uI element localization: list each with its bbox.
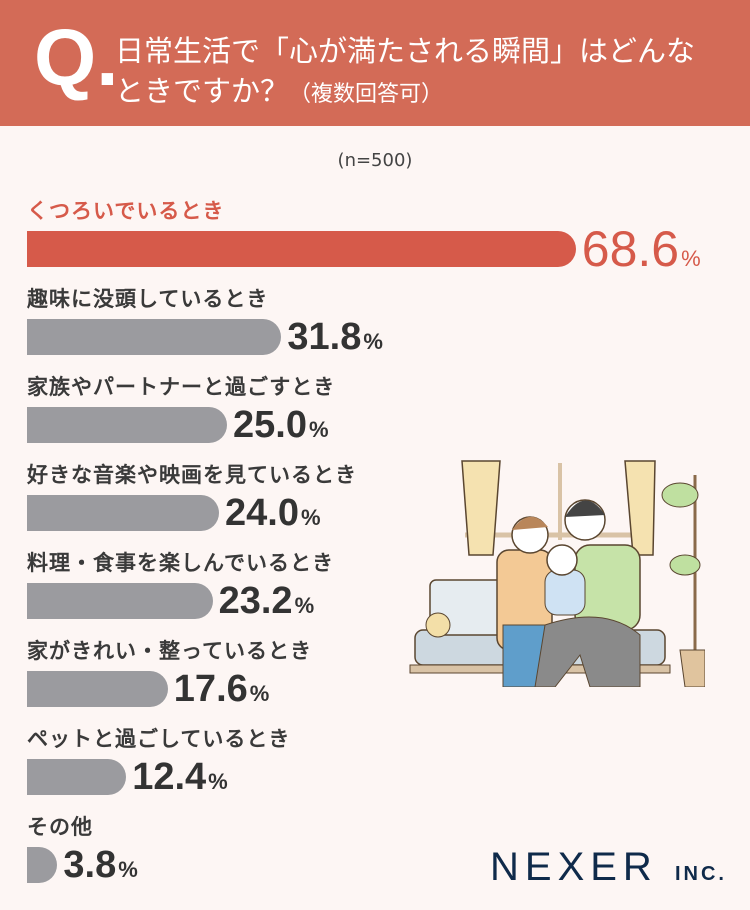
category-label: 料理・食事を楽しんでいるとき bbox=[27, 551, 334, 575]
bar bbox=[27, 495, 219, 531]
percent-sign: % bbox=[308, 416, 329, 442]
question-text: ときですか？ bbox=[115, 74, 290, 108]
question-line-1: 日常生活で「心が満たされる瞬間」はどんな bbox=[115, 34, 696, 68]
value-label: 12.4% bbox=[132, 756, 228, 799]
value-number: 68.6 bbox=[581, 221, 680, 277]
bar bbox=[27, 671, 168, 707]
value-label: 23.2% bbox=[219, 580, 315, 623]
category-label: 好きな音楽や映画を見ているとき bbox=[27, 463, 357, 487]
bar-row: くつろいでいるとき 68.6% bbox=[27, 195, 701, 277]
question-note: （複数回答可） bbox=[289, 82, 444, 107]
bar-row: 好きな音楽や映画を見ているとき 24.0% bbox=[27, 459, 357, 535]
logo-name: NEXER bbox=[490, 845, 658, 889]
q-mark: Q. bbox=[34, 13, 119, 102]
family-illustration bbox=[405, 455, 705, 687]
bar bbox=[27, 847, 58, 883]
value-label: 25.0% bbox=[233, 404, 329, 447]
category-label: その他 bbox=[27, 815, 93, 839]
nexer-logo: NEXER INC. bbox=[490, 845, 727, 890]
header: Q. 日常生活で「心が満たされる瞬間」はどんな ときですか？（複数回答可） bbox=[0, 0, 750, 126]
bar-row: 家族やパートナーと過ごすとき 25.0% bbox=[27, 371, 336, 447]
category-label: 家族やパートナーと過ごすとき bbox=[27, 375, 336, 399]
bar bbox=[27, 231, 576, 267]
bar-row: 料理・食事を楽しんでいるとき 23.2% bbox=[27, 547, 334, 623]
value-label: 31.8% bbox=[287, 316, 383, 359]
category-label: くつろいでいるとき bbox=[27, 199, 225, 223]
value-label: 3.8% bbox=[63, 844, 137, 887]
bar-row: その他 3.8% bbox=[27, 811, 138, 887]
logo-suffix: INC. bbox=[674, 863, 727, 885]
percent-sign: % bbox=[294, 592, 315, 618]
bar bbox=[27, 759, 127, 795]
bar bbox=[27, 583, 213, 619]
bar-row: 家がきれい・整っているとき 17.6% bbox=[27, 635, 312, 711]
value-number: 23.2 bbox=[218, 579, 293, 622]
value-number: 24.0 bbox=[225, 491, 299, 534]
category-label: 家がきれい・整っているとき bbox=[27, 639, 312, 663]
percent-sign: % bbox=[300, 504, 321, 530]
percent-sign: % bbox=[208, 768, 228, 794]
percent-sign: % bbox=[118, 856, 138, 882]
category-label: 趣味に没頭しているとき bbox=[27, 287, 269, 311]
value-number: 3.8 bbox=[63, 843, 117, 886]
category-label: ペットと過ごしているとき bbox=[27, 727, 291, 751]
percent-sign: % bbox=[681, 246, 701, 271]
bar-row: ペットと過ごしているとき 12.4% bbox=[27, 723, 291, 799]
percent-sign: % bbox=[363, 328, 383, 354]
bar bbox=[27, 319, 282, 355]
bar bbox=[27, 407, 227, 443]
sample-size: (n=500) bbox=[337, 150, 413, 171]
value-label: 68.6% bbox=[582, 220, 701, 278]
value-number: 17.6 bbox=[173, 667, 248, 710]
percent-sign: % bbox=[249, 680, 270, 706]
value-label: 17.6% bbox=[174, 668, 270, 711]
bar-row: 趣味に没頭しているとき 31.8% bbox=[27, 283, 383, 359]
value-number: 12.4 bbox=[132, 755, 207, 798]
value-number: 25.0 bbox=[233, 403, 307, 446]
value-label: 24.0% bbox=[225, 492, 321, 535]
value-number: 31.8 bbox=[287, 315, 362, 358]
question-line-2: ときですか？（複数回答可） bbox=[115, 68, 443, 110]
